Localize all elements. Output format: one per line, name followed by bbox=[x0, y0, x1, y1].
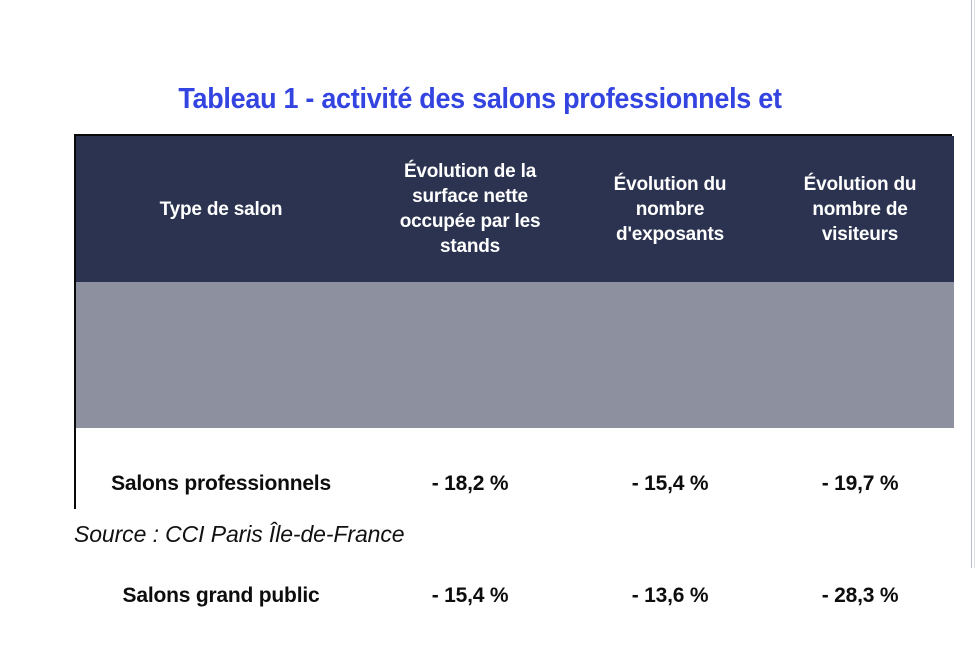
column-header-nombre-exposants: Évolution du nombre d'exposants bbox=[613, 173, 727, 245]
table-row: Salons professionnels - 18,2 % - 15,4 % … bbox=[76, 428, 954, 540]
column-header-surface-nette: Évolution de la surface nette occupée pa… bbox=[399, 161, 541, 257]
page-edge-line bbox=[971, 0, 972, 568]
slide-page: Tableau 1 - activité des salons professi… bbox=[74, 0, 975, 652]
cell-grandpublic-visiteurs: - 28,3 % bbox=[766, 540, 954, 652]
data-table-container: Type de salon Évolution de la surface ne… bbox=[74, 134, 954, 652]
column-header-nombre-visiteurs: Évolution du nombre de visiteurs bbox=[803, 173, 917, 245]
source-caption: Source : CCI Paris Île-de-France bbox=[74, 521, 405, 547]
column-header-type-de-salon: Type de salon bbox=[159, 198, 283, 220]
row-label-salons-professionnels: Salons professionnels bbox=[76, 428, 366, 540]
data-table: Type de salon Évolution de la surface ne… bbox=[76, 136, 954, 652]
cell-professionnels-exposants: - 15,4 % bbox=[574, 428, 766, 540]
row-label-salons-grand-public: Salons grand public bbox=[76, 540, 366, 652]
page-edge-line-secondary bbox=[974, 0, 975, 568]
table-header-row: Type de salon Évolution de la surface ne… bbox=[76, 136, 954, 282]
cell-professionnels-surface: - 18,2 % bbox=[366, 428, 574, 540]
page-title-line-1: Tableau 1 - activité des salons professi… bbox=[178, 83, 782, 115]
table-row: Salons grand public - 15,4 % - 13,6 % - … bbox=[76, 540, 954, 652]
header-divider-line bbox=[76, 282, 954, 428]
cell-grandpublic-exposants: - 13,6 % bbox=[574, 540, 766, 652]
cell-grandpublic-surface: - 15,4 % bbox=[366, 540, 574, 652]
table-header-divider bbox=[76, 282, 954, 428]
cell-professionnels-visiteurs: - 19,7 % bbox=[766, 428, 954, 540]
table-header: Type de salon Évolution de la surface ne… bbox=[76, 136, 954, 428]
